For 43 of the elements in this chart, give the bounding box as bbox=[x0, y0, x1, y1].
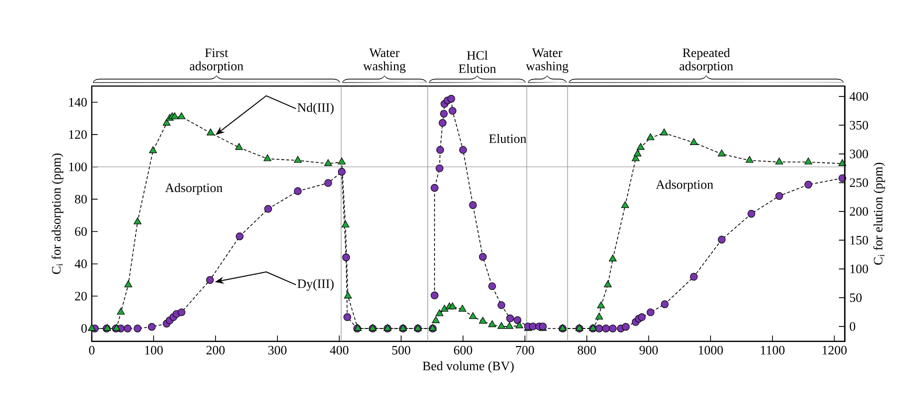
x-tick-label: 400 bbox=[330, 346, 348, 355]
y-tick-label: 60 bbox=[75, 227, 87, 236]
text: First adsorption bbox=[190, 48, 244, 74]
y-tick-label: 120 bbox=[69, 130, 87, 140]
annotation: Adsorption bbox=[165, 183, 223, 195]
y-tick-label: 140 bbox=[69, 98, 87, 107]
x-tick-label: 100 bbox=[145, 346, 163, 355]
annotation: Adsorption bbox=[656, 180, 714, 192]
text: Nd(III) bbox=[298, 103, 334, 115]
x-tick-label: 200 bbox=[206, 346, 225, 355]
annotation: Elution bbox=[489, 134, 526, 144]
x-tick-label: 1100 bbox=[760, 346, 785, 355]
y-tick-label: 0 bbox=[81, 324, 87, 333]
x-tick-label: 600 bbox=[454, 346, 472, 355]
y-axis-title: C$_{i}$ for adsorption (ppm) bbox=[52, 154, 64, 274]
x-tick-label: 800 bbox=[578, 346, 596, 355]
y2-tick-label: 100 bbox=[850, 264, 868, 274]
y2-tick-label: 400 bbox=[850, 92, 868, 101]
text: Water washing bbox=[526, 48, 568, 74]
y-tick-label: 20 bbox=[75, 292, 87, 301]
y2-tick-label: 50 bbox=[850, 294, 862, 302]
y-tick-label: 100 bbox=[69, 162, 87, 172]
x-tick-label: 300 bbox=[268, 346, 287, 355]
text: Water washing bbox=[363, 48, 406, 74]
series-label: Dy(III) bbox=[298, 279, 334, 291]
x-tick-label: 0 bbox=[89, 346, 94, 355]
y2-tick-label: 250 bbox=[850, 178, 868, 188]
x-tick-label: 1200 bbox=[822, 346, 847, 355]
y2-tick-label: 200 bbox=[850, 207, 868, 216]
x-tick-label: 500 bbox=[392, 346, 410, 355]
text: HCl Elution bbox=[458, 50, 496, 74]
y2-tick-label: 300 bbox=[850, 150, 868, 158]
x-axis-title: Bed volume (BV) bbox=[422, 361, 514, 374]
y2-tick-label: 350 bbox=[850, 121, 868, 130]
y-tick-label: 80 bbox=[74, 195, 87, 204]
x-tick-label: 1000 bbox=[698, 346, 723, 355]
y2-tick-label: 0 bbox=[850, 322, 856, 331]
x-tick-label: 900 bbox=[639, 346, 658, 355]
y-tick-label: 40 bbox=[74, 260, 87, 268]
y2-axis-title: C$_{i}$ for elution (ppm) bbox=[873, 162, 886, 265]
x-tick-label: 700 bbox=[516, 346, 534, 355]
text: Repeated adsorption bbox=[680, 48, 734, 74]
y2-tick-label: 150 bbox=[850, 236, 868, 245]
